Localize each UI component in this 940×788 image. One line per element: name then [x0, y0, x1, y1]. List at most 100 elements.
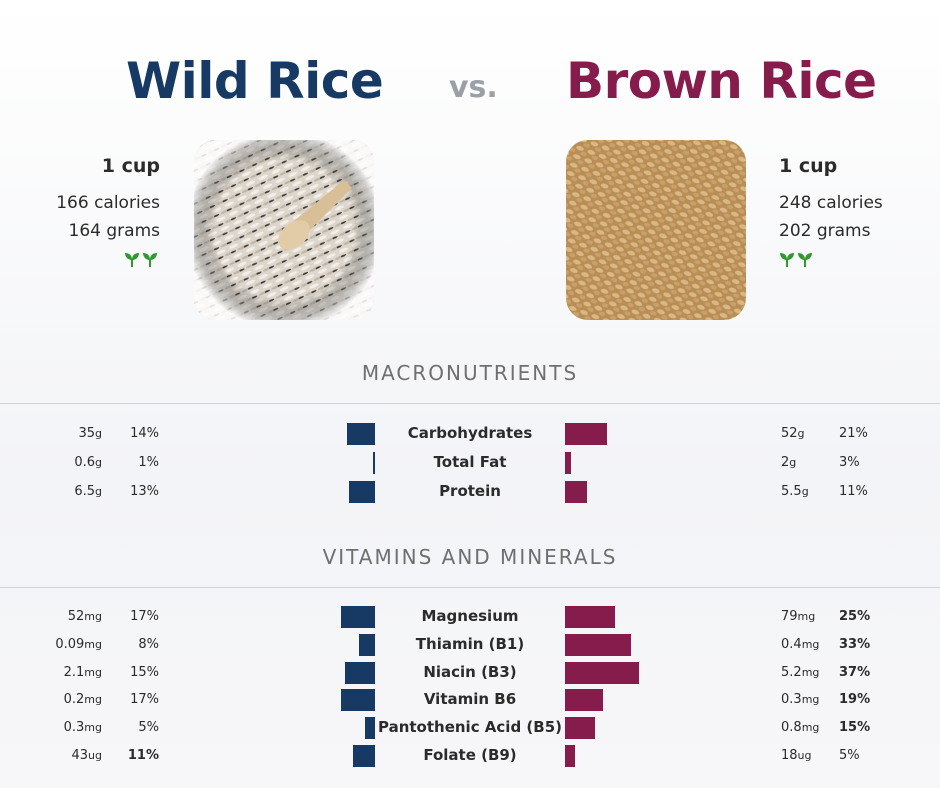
right-bar	[565, 606, 615, 628]
left-bar	[349, 481, 375, 503]
right-amount-unit: ug	[797, 749, 812, 762]
right-percent: 15%	[839, 720, 871, 736]
nutrient-name: Thiamin (B1)	[415, 634, 525, 653]
left-amount-unit: g	[95, 456, 102, 469]
left-bar	[341, 689, 375, 712]
nutrient-name: Protein	[439, 482, 501, 500]
nutrient-row: 0.2mg 17% Vitamin B6 0.3mg 19%	[0, 688, 940, 712]
left-bar	[373, 452, 375, 474]
left-percent: 17%	[130, 609, 159, 624]
right-amount-value: 0.3	[781, 692, 802, 708]
left-amount: 43ug	[71, 748, 102, 763]
left-percent: 11%	[127, 748, 159, 763]
left-percent: 14%	[130, 426, 159, 441]
vs-label: vs.	[449, 70, 498, 105]
nutrient-row: 35g 14% Carbohydrates 52g 21%	[0, 422, 940, 446]
left-amount-value: 43	[71, 748, 89, 763]
left-percent: 5%	[138, 720, 159, 736]
left-percent: 1%	[138, 455, 159, 470]
left-percent: 17%	[130, 692, 159, 708]
nutrient-row: 6.5g 13% Protein 5.5g 11%	[0, 480, 940, 504]
nutrient-row: 0.09mg 8% Thiamin (B1) 0.4mg 33%	[0, 633, 940, 657]
sprouts-icon	[779, 249, 815, 277]
left-percent: 15%	[130, 664, 159, 680]
left-amount-unit: g	[95, 485, 102, 498]
right-food-info: 1 cup 248 calories 202 grams	[779, 152, 883, 277]
left-grams: 164 grams	[68, 221, 160, 241]
nutrient-row: 0.6g 1% Total Fat 2g 3%	[0, 451, 940, 475]
vitamins-divider	[0, 587, 940, 588]
right-amount-unit: mg	[801, 637, 820, 651]
right-amount: 52g	[781, 426, 805, 441]
right-percent: 3%	[839, 455, 860, 470]
right-amount-value: 2	[781, 455, 790, 470]
left-amount: 6.5g	[74, 484, 102, 499]
left-amount-value: 0.09	[55, 636, 85, 652]
right-percent: 25%	[839, 609, 871, 624]
right-amount-value: 0.8	[781, 720, 802, 736]
nutrient-name: Niacin (B3)	[423, 662, 517, 681]
right-calories: 248 calories	[779, 193, 883, 213]
right-amount-value: 5.2	[781, 664, 802, 680]
left-bar	[341, 606, 375, 628]
left-amount-value: 52	[67, 609, 85, 624]
nutrient-row: 0.3mg 5% Pantothenic Acid (B5) 0.8mg 15%	[0, 716, 940, 740]
macronutrients-divider	[0, 403, 940, 404]
sprouts-icon	[124, 249, 160, 277]
nutrient-name: Carbohydrates	[407, 424, 533, 442]
left-amount-unit: mg	[84, 693, 102, 707]
left-amount-unit: ug	[88, 749, 102, 762]
right-amount: 0.8mg	[781, 720, 819, 735]
right-amount: 5.5g	[781, 484, 809, 499]
left-bar	[345, 661, 375, 684]
left-amount: 35g	[78, 426, 102, 441]
left-amount: 2.1mg	[64, 665, 102, 680]
right-bar	[565, 633, 631, 656]
right-percent: 19%	[839, 692, 871, 708]
left-amount-unit: mg	[84, 721, 102, 735]
right-amount-value: 5.5	[781, 484, 802, 499]
left-amount: 0.09mg	[55, 637, 102, 652]
right-bar	[565, 452, 571, 474]
right-percent: 5%	[839, 748, 860, 763]
left-amount: 0.6g	[74, 455, 102, 470]
right-amount-unit: g	[797, 427, 805, 440]
vitamins-heading: VITAMINS AND MINERALS	[322, 545, 618, 569]
right-bar	[565, 481, 587, 503]
right-amount: 18ug	[781, 748, 812, 763]
nutrient-row: 43ug 11% Folate (B9) 18ug 5%	[0, 744, 940, 768]
left-amount-unit: g	[95, 427, 102, 440]
left-amount-unit: mg	[84, 610, 102, 623]
right-amount: 2g	[781, 455, 796, 470]
left-bar	[359, 633, 375, 656]
nutrient-row: 52mg 17% Magnesium 79mg 25%	[0, 605, 940, 629]
left-bar	[365, 717, 375, 740]
left-serving: 1 cup	[101, 155, 160, 177]
right-amount-value: 79	[781, 609, 798, 624]
right-bar	[565, 423, 607, 445]
left-amount-value: 35	[78, 426, 96, 441]
right-amount-value: 0.4	[781, 636, 802, 652]
right-amount: 0.3mg	[781, 692, 819, 707]
right-amount-value: 52	[781, 426, 798, 441]
right-amount-unit: mg	[801, 665, 820, 679]
right-amount-unit: mg	[801, 721, 820, 735]
right-percent: 33%	[839, 636, 871, 652]
right-percent: 21%	[839, 426, 868, 441]
nutrient-name: Pantothenic Acid (B5)	[377, 718, 562, 737]
right-food-title: Brown Rice	[566, 52, 877, 110]
right-bar	[565, 717, 595, 740]
right-amount: 79mg	[781, 609, 815, 624]
right-amount-value: 18	[781, 748, 798, 763]
right-amount: 0.4mg	[781, 637, 819, 652]
left-amount-value: 2.1	[63, 664, 85, 680]
nutrient-name: Vitamin B6	[423, 690, 517, 709]
nutrient-name: Folate (B9)	[423, 746, 517, 764]
right-bar	[565, 745, 575, 767]
left-percent: 8%	[138, 636, 159, 652]
left-amount-unit: mg	[84, 637, 102, 651]
right-amount-unit: mg	[801, 693, 820, 707]
right-percent: 37%	[839, 664, 871, 680]
left-food-info: 1 cup 166 calories 164 grams	[56, 152, 160, 277]
nutrient-name: Magnesium	[421, 607, 519, 625]
